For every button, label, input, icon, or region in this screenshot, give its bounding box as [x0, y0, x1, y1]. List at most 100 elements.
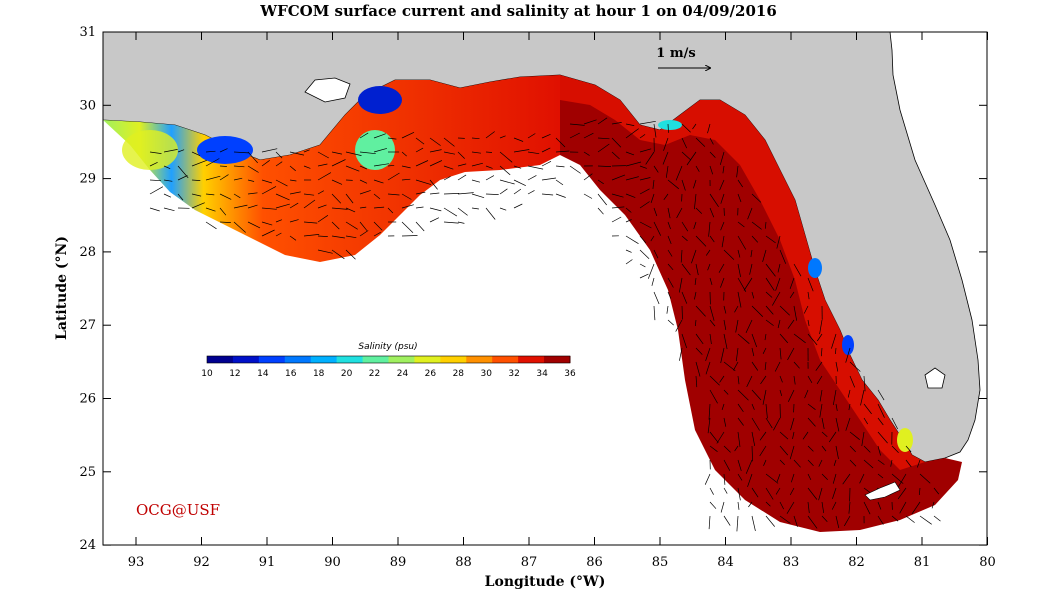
- current-vector: [261, 207, 277, 210]
- y-tick-label: 29: [79, 172, 96, 187]
- current-vector: [709, 207, 715, 218]
- current-vector: [163, 207, 175, 212]
- current-vector: [415, 191, 426, 195]
- current-vector: [807, 403, 816, 410]
- current-vector: [695, 305, 706, 317]
- current-vector: [933, 487, 940, 495]
- current-vector: [736, 165, 739, 178]
- current-vector: [678, 277, 683, 293]
- current-vector: [667, 263, 674, 271]
- current-vector: [760, 375, 767, 385]
- current-vector: [916, 459, 921, 468]
- current-vector: [667, 221, 671, 230]
- current-vector: [807, 459, 814, 466]
- current-vector: [835, 445, 839, 459]
- current-vector: [694, 277, 697, 285]
- current-vector: [625, 207, 632, 213]
- current-vector: [611, 206, 625, 209]
- current-vector: [647, 263, 655, 279]
- current-vector: [831, 501, 837, 510]
- current-vector: [723, 319, 727, 330]
- current-vector: [569, 132, 580, 139]
- current-vector: [485, 151, 493, 153]
- current-vector: [163, 193, 172, 198]
- current-vector: [774, 361, 781, 372]
- x-tick-label: 87: [521, 555, 538, 570]
- current-vector: [746, 375, 753, 388]
- plume-tampa: [808, 258, 822, 278]
- current-vector: [877, 501, 882, 510]
- current-vector: [317, 249, 333, 254]
- current-vector: [905, 459, 912, 468]
- current-vector: [762, 347, 767, 354]
- current-vector: [541, 193, 554, 196]
- current-vector: [721, 403, 725, 411]
- current-vector: [555, 137, 566, 148]
- current-vector: [751, 235, 759, 243]
- current-vector: [303, 149, 310, 153]
- current-vector: [708, 221, 711, 237]
- current-vector: [709, 319, 716, 327]
- current-vector: [555, 150, 570, 153]
- current-vector: [639, 177, 651, 181]
- current-vector: [709, 431, 719, 443]
- current-vector: [891, 445, 899, 454]
- current-vector: [845, 417, 851, 431]
- current-vectors: [149, 117, 941, 532]
- current-vector: [848, 501, 851, 514]
- current-vector: [821, 431, 828, 438]
- current-vector: [719, 179, 725, 191]
- current-vector: [429, 160, 443, 167]
- current-vector: [733, 361, 739, 371]
- current-vector: [807, 487, 818, 500]
- current-vector: [709, 375, 720, 386]
- current-vector: [317, 151, 329, 159]
- current-vector: [848, 403, 851, 411]
- current-vector: [720, 501, 725, 513]
- current-vector: [704, 473, 711, 485]
- current-vector: [317, 215, 329, 223]
- current-vector: [667, 235, 672, 245]
- y-tick-label: 24: [79, 538, 96, 553]
- plot-frame: [102, 31, 988, 546]
- current-vector: [597, 179, 604, 185]
- current-vector: [597, 207, 604, 215]
- current-vector: [219, 207, 227, 216]
- current-vector: [737, 459, 742, 472]
- current-vector: [653, 165, 659, 173]
- current-vector: [708, 403, 711, 420]
- current-vector: [191, 193, 202, 197]
- current-vector: [749, 263, 753, 275]
- current-vector: [387, 207, 394, 214]
- current-vector: [443, 165, 454, 170]
- current-vector: [471, 162, 483, 167]
- current-vector: [191, 202, 205, 209]
- current-vector: [331, 235, 345, 239]
- current-vector: [415, 221, 425, 232]
- current-vector: [807, 277, 814, 292]
- current-vector: [247, 179, 255, 182]
- current-vector: [863, 375, 866, 392]
- current-vector: [317, 163, 328, 167]
- current-vector: [359, 230, 369, 237]
- current-vector: [723, 445, 731, 453]
- current-vector: [429, 137, 441, 146]
- current-vector: [835, 515, 840, 529]
- current-vector: [835, 403, 838, 411]
- current-vector: [373, 193, 381, 200]
- current-vector: [835, 417, 840, 432]
- current-vector: [804, 389, 809, 399]
- current-vector: [737, 333, 750, 344]
- current-vector: [219, 148, 228, 153]
- current-vector: [707, 123, 711, 134]
- y-tick-label: 28: [79, 245, 96, 260]
- current-vector: [177, 175, 188, 181]
- current-vector: [737, 179, 743, 188]
- current-vector: [695, 235, 707, 247]
- current-vector: [789, 291, 795, 299]
- current-vector: [709, 445, 718, 452]
- current-vector: [849, 361, 861, 372]
- colorbar-block: [492, 356, 519, 363]
- current-vector: [694, 193, 697, 210]
